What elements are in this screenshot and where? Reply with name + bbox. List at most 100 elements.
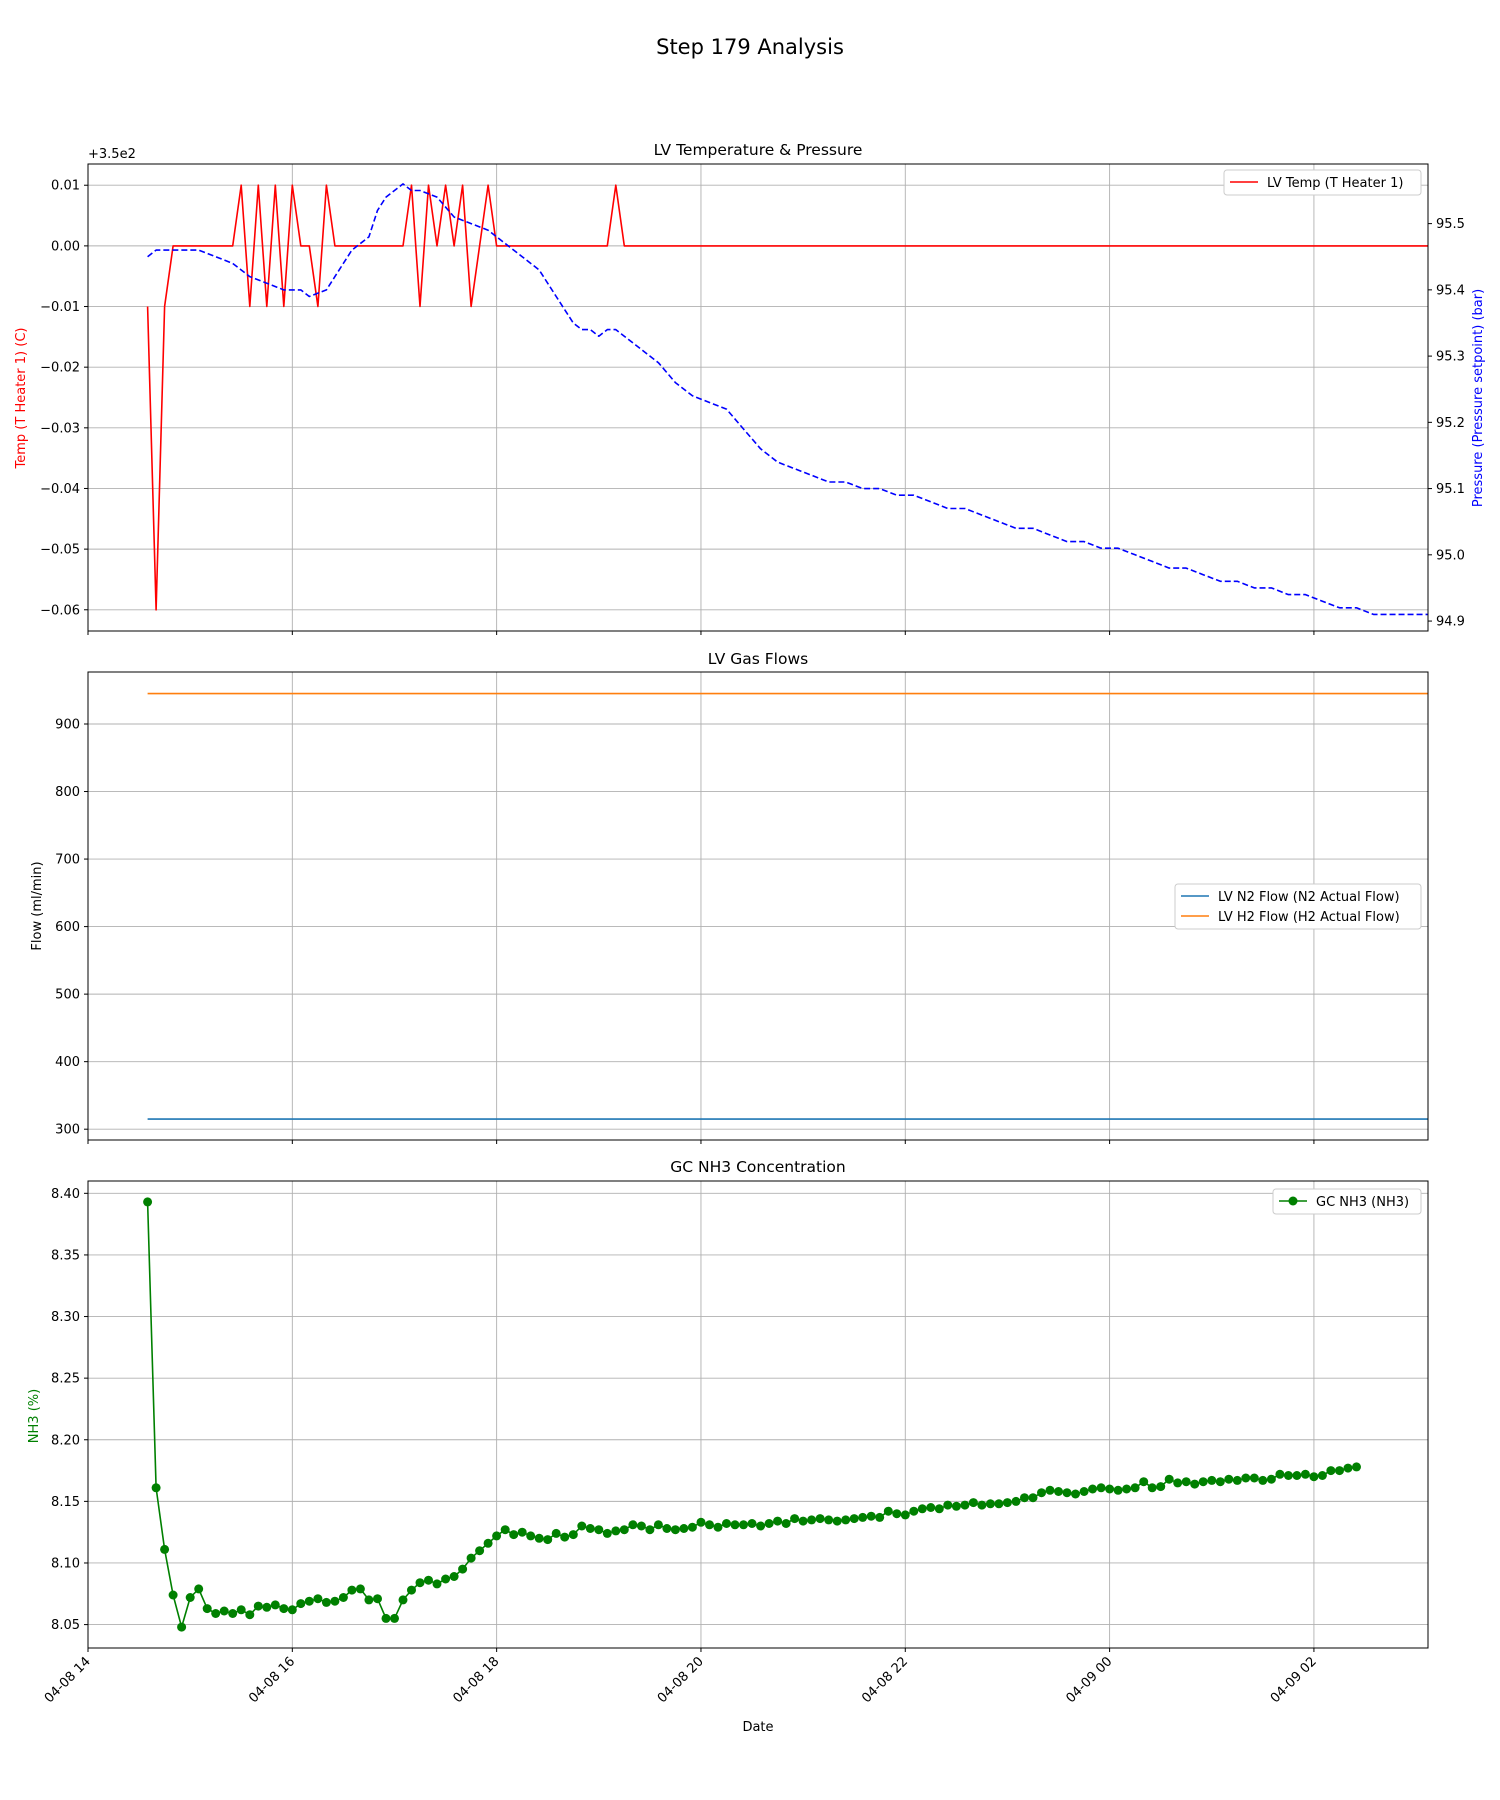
data-point [458,1564,468,1574]
x-axis-label: Date [742,1720,773,1735]
data-point [1062,1488,1072,1498]
data-point [841,1515,851,1525]
y-tick-label: −0.03 [40,421,80,436]
series-line-2 [147,183,1428,616]
data-point [1352,1462,1361,1472]
data-point [526,1531,536,1541]
data-point [373,1594,382,1604]
data-point [670,1525,680,1535]
data-point [849,1514,859,1524]
series-line-1 [146,184,1428,611]
data-point [900,1510,910,1520]
data-point [160,1544,170,1554]
data-point [1300,1469,1310,1479]
data-point [764,1519,774,1528]
panel2-y-label: Flow (ml/min) [30,861,45,950]
data-point [517,1527,527,1537]
data-point [194,1584,204,1594]
data-point [645,1525,655,1535]
data-point [543,1535,553,1545]
data-point [390,1613,399,1623]
panel3-frame [87,1180,1429,1649]
data-point [1164,1474,1174,1484]
y2-tick-label: 95.0 [1436,548,1465,563]
data-point [1071,1489,1080,1499]
data-point [747,1519,757,1528]
data-point [321,1597,331,1607]
data-point [1309,1472,1319,1482]
data-point [1113,1485,1123,1495]
data-point [934,1504,944,1514]
panel1-offset-text: +3.5e2 [88,147,136,162]
data-point [262,1602,272,1612]
data-point [798,1516,808,1526]
data-point [653,1520,663,1530]
x-tick-label: 04-09 02 [1268,1654,1320,1706]
data-point [1105,1484,1115,1494]
data-point [1283,1471,1293,1480]
data-point [1224,1474,1234,1484]
data-point [355,1584,365,1594]
y2-tick-label: 95.2 [1436,416,1465,431]
data-point [304,1596,314,1606]
data-point [1139,1477,1149,1487]
y-tick-label: 8.25 [51,1372,80,1387]
data-point [202,1604,212,1614]
data-point [713,1522,723,1532]
data-point [296,1599,306,1609]
data-point [1317,1471,1327,1480]
panel3-title: GC NH3 Concentration [670,1158,845,1176]
nh3-concentration-panel: 8.40 8.35 8.30 8.25 8.20 8.15 8.10 8.05 04-08 1… [27,1158,1429,1735]
data-point [628,1520,638,1530]
data-point [892,1509,902,1519]
data-point [730,1520,740,1530]
data-point [279,1604,289,1614]
data-point [1335,1466,1344,1476]
data-point [985,1499,995,1509]
y-tick-label: 0.01 [51,179,80,194]
data-point [1156,1482,1166,1492]
data-point [611,1526,621,1536]
data-point [687,1522,697,1532]
data-point [679,1524,689,1533]
x-tick-label: 04-08 18 [451,1654,503,1706]
data-point [602,1528,612,1538]
data-point [1249,1473,1259,1483]
data-point [1122,1484,1132,1494]
panel3-series [143,1197,1361,1632]
data-point [492,1531,502,1541]
data-point [1198,1477,1208,1487]
panel1-title: LV Temperature & Pressure [654,141,863,159]
data-point [1037,1488,1046,1498]
data-point [968,1498,978,1508]
y-tick-label: 8.35 [51,1248,80,1263]
data-point [1130,1483,1140,1493]
y2-tick-label: 95.1 [1436,482,1465,497]
data-point [364,1595,374,1605]
panel1-legend: LV Temp (T Heater 1) [1223,169,1422,196]
y-tick-label: 8.05 [51,1618,80,1633]
y-tick-label: 800 [55,785,80,800]
data-point [636,1521,646,1531]
data-point [1266,1474,1276,1484]
data-point [807,1515,817,1525]
legend-box [1223,169,1422,196]
data-point [270,1600,280,1610]
panel1-y-ticks: 0.01 0.00 −0.01 −0.02 −0.03 −0.04 −0.05 −0.06 [40,179,88,618]
y-tick-label: 500 [55,988,80,1003]
y2-tick-label: 95.5 [1436,217,1465,232]
data-point [815,1514,825,1524]
data-point [228,1609,238,1618]
gas-flows-panel: 900 800 700 600 500 400 300 LV Gas Flows Flow … [30,650,1429,1144]
data-point [1002,1498,1012,1508]
data-point [883,1506,893,1516]
panel3-x-ticks: 04-08 14 04-08 16 04-08 18 04-08 20 04-08 22… [42,1648,1320,1706]
data-point [832,1516,842,1526]
data-point [330,1596,340,1606]
data-point [858,1512,868,1522]
data-point [866,1511,876,1521]
y-tick-label: 600 [55,920,80,935]
data-point [824,1515,834,1525]
data-point [594,1525,604,1535]
